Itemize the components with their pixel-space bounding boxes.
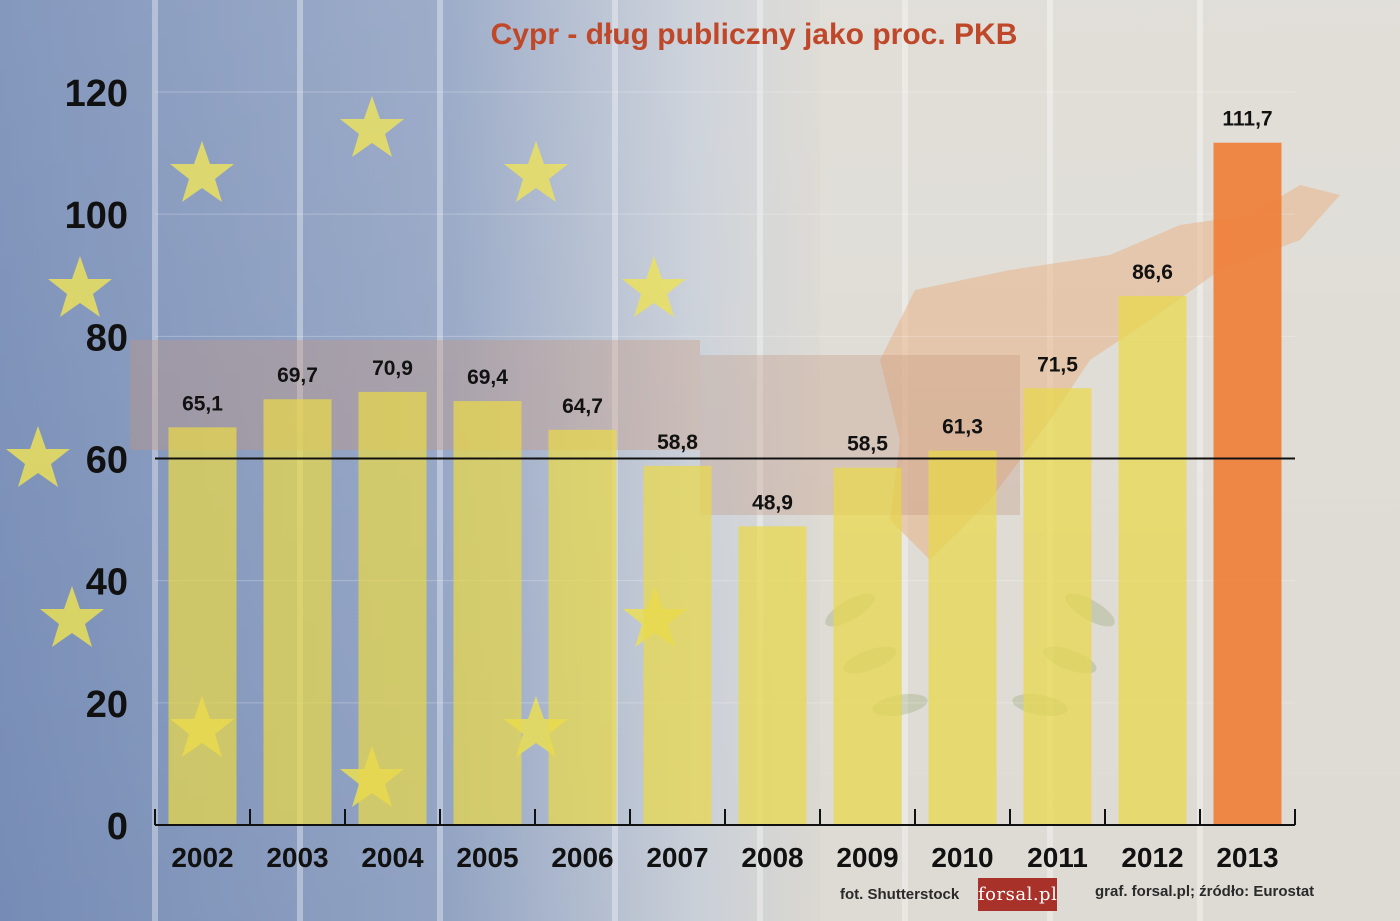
bar-2009 (833, 467, 902, 825)
bar-2002 (168, 427, 237, 825)
bar-2004 (358, 391, 427, 825)
y-tick-labels: 0 20 40 60 80 100 120 (65, 73, 128, 848)
x-tick-label-2005: 2005 (456, 842, 518, 873)
x-tick-label-2004: 2004 (361, 842, 424, 873)
x-tick-label-2011: 2011 (1027, 842, 1088, 873)
y-tick-label-60: 60 (86, 440, 128, 482)
y-tick-label-100: 100 (65, 195, 128, 237)
bar-2012 (1118, 296, 1187, 826)
value-label-2003: 69,7 (277, 364, 318, 387)
x-tick-label-2002: 2002 (171, 842, 233, 873)
bar-2013 (1213, 142, 1282, 826)
bar-2011 (1023, 388, 1092, 825)
value-label-2002: 65,1 (182, 392, 223, 415)
x-tick-label-2003: 2003 (266, 842, 328, 873)
y-tick-label-20: 20 (86, 684, 128, 726)
y-tick-label-40: 40 (86, 562, 128, 604)
y-tick-label-80: 80 (86, 317, 128, 359)
y-tick-label-120: 120 (65, 73, 128, 115)
x-tick-labels: 2002 2003 2004 2005 2006 2007 2008 2009 2010 2011… (171, 842, 1278, 873)
value-label-2011: 71,5 (1037, 353, 1078, 376)
value-label-2012: 86,6 (1132, 261, 1173, 284)
value-label-2004: 70,9 (372, 357, 413, 380)
bar-2008 (738, 526, 807, 825)
x-tick-label-2012: 2012 (1121, 842, 1183, 873)
x-tick-label-2010: 2010 (931, 842, 993, 873)
bar-2005 (453, 401, 522, 825)
value-label-2008: 48,9 (752, 491, 793, 514)
y-tick-label-0: 0 (107, 806, 128, 848)
x-tick-label-2009: 2009 (836, 842, 898, 873)
value-labels: 65,1 69,7 70,9 69,4 64,7 58,8 48,9 58,5 61,3 71,5… (182, 108, 1273, 515)
value-label-2010: 61,3 (942, 416, 983, 439)
forsal-logo[interactable]: forsal.pl (978, 878, 1057, 911)
bars (168, 142, 1282, 826)
x-tick-label-2008: 2008 (741, 842, 803, 873)
x-tick-label-2013: 2013 (1216, 842, 1278, 873)
bar-2007 (643, 465, 712, 825)
photo-credit: fot. Shutterstock (840, 886, 960, 903)
bar-2006 (548, 429, 617, 825)
value-label-2005: 69,4 (467, 366, 508, 389)
value-label-2009: 58,5 (847, 433, 888, 456)
bar-2003 (263, 399, 332, 825)
value-label-2013: 111,7 (1222, 108, 1272, 131)
value-label-2007: 58,8 (657, 431, 698, 454)
x-tick-label-2006: 2006 (551, 842, 613, 873)
value-label-2006: 64,7 (562, 395, 603, 418)
chart-title: Cypr - dług publiczny jako proc. PKB (490, 18, 1018, 51)
bar-2010 (928, 450, 997, 825)
source-credit: graf. forsal.pl; źródło: Eurostat (1095, 883, 1315, 900)
x-tick-label-2007: 2007 (646, 842, 708, 873)
axes (154, 457, 1296, 826)
